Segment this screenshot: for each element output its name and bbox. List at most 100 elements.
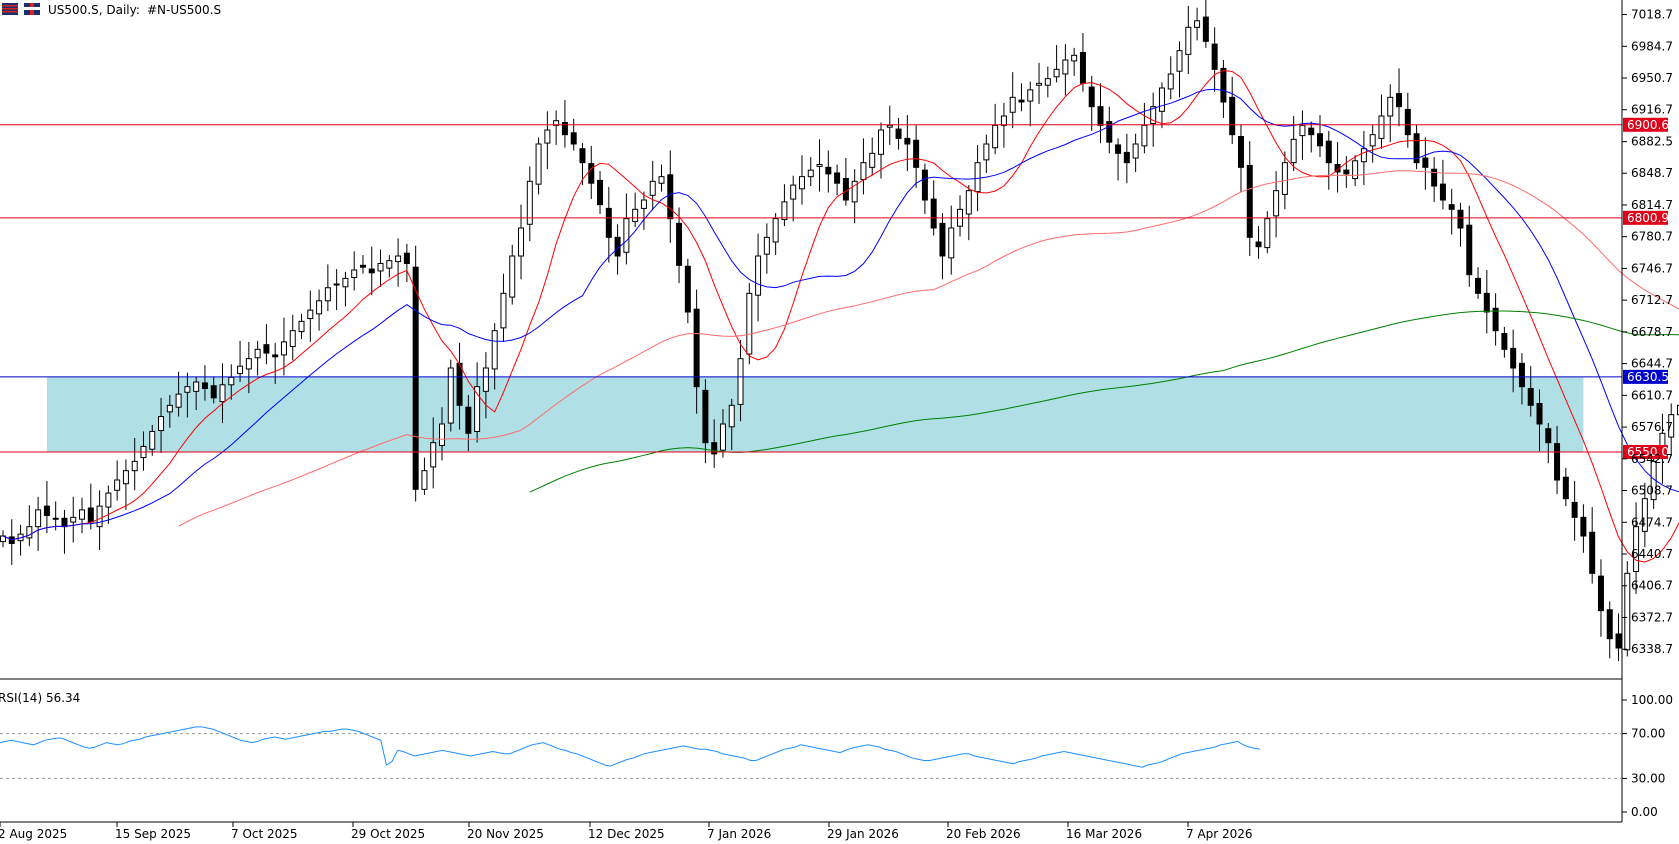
- candle-body: [693, 308, 700, 388]
- candle-body: [263, 344, 270, 354]
- candle-body: [649, 180, 656, 196]
- candle-body: [201, 382, 208, 390]
- rsi-label: RSI(14) 56.34: [0, 691, 80, 705]
- candle-body: [228, 376, 235, 386]
- price-tick-label: 6984.7: [1631, 39, 1673, 53]
- candle-body: [1106, 121, 1113, 143]
- candle-body: [1097, 106, 1104, 126]
- candle-body: [1536, 402, 1543, 425]
- candle-body: [430, 442, 437, 468]
- ma-mid-line: [2, 88, 1679, 541]
- level-tag: [1623, 117, 1668, 132]
- candle-body: [1562, 476, 1569, 500]
- candle-body: [342, 277, 349, 288]
- candle-body: [518, 227, 525, 257]
- candle-body: [1422, 157, 1429, 168]
- price-tick-label: 6746.7: [1631, 261, 1673, 275]
- candle-body: [851, 180, 858, 203]
- price-tick-label: 6712.7: [1631, 293, 1673, 307]
- time-tick-label: 20 Feb 2026: [946, 827, 1021, 841]
- candle-body: [245, 358, 252, 370]
- candle-body: [790, 184, 797, 200]
- candle-body: [1589, 531, 1596, 574]
- candle-body: [1439, 183, 1446, 201]
- candle-body: [1044, 78, 1051, 86]
- candle-body: [1115, 144, 1122, 154]
- candle-body: [825, 166, 832, 175]
- candle-body: [105, 492, 112, 508]
- candle-body: [913, 139, 920, 168]
- candle-body: [1475, 277, 1482, 294]
- candle-body: [1597, 575, 1604, 612]
- candle-body: [772, 218, 779, 243]
- candle-body: [1527, 388, 1534, 406]
- candle-body: [482, 367, 489, 392]
- time-tick-label: 20 Nov 2025: [467, 827, 544, 841]
- level-tag: [1623, 369, 1668, 384]
- rsi-panel[interactable]: [0, 726, 1622, 779]
- price-tick-label: 6338.7: [1631, 642, 1673, 656]
- candle-body: [1132, 143, 1139, 159]
- candle-body: [992, 124, 999, 149]
- candle-body: [1466, 224, 1473, 276]
- price-axis[interactable]: 7018.7 6984.7 6950.7 6916.7 6882.5 6848.7 6814…: [1622, 8, 1673, 657]
- candles-layer: [0, 0, 1679, 662]
- candle-body: [1404, 108, 1411, 136]
- candle-body: [1633, 526, 1640, 572]
- candle-body: [588, 163, 595, 184]
- ma-fast-line: [2, 69, 1679, 563]
- candle-body: [1211, 43, 1218, 70]
- candle-body: [711, 442, 718, 455]
- candle-body: [237, 365, 244, 375]
- candle-body: [1071, 54, 1078, 62]
- candle-body: [254, 348, 261, 359]
- candle-body: [26, 526, 33, 539]
- candle-body: [1343, 169, 1350, 175]
- candle-body: [1615, 633, 1622, 649]
- time-tick-label: 7 Jan 2026: [707, 827, 771, 841]
- support-zone[interactable]: [46, 376, 1584, 452]
- candle-body: [175, 393, 182, 408]
- candle-body: [983, 143, 990, 161]
- horizontal-levels-layer[interactable]: 6900.6 6800.9 6630.5 6550.0: [0, 117, 1669, 459]
- candle-body: [43, 505, 50, 516]
- candle-body: [1317, 133, 1323, 147]
- candle-body: [149, 430, 156, 450]
- candle-body: [1000, 115, 1007, 126]
- candle-body: [632, 208, 639, 222]
- candle-body: [210, 385, 217, 399]
- candle-body: [676, 222, 683, 266]
- candle-body: [447, 367, 454, 424]
- candle-body: [746, 292, 753, 355]
- candle-body: [869, 152, 876, 168]
- candle-body: [1246, 164, 1253, 238]
- candle-body: [965, 190, 972, 215]
- price-tick-label: 6678.7: [1631, 325, 1673, 339]
- candle-body: [158, 416, 165, 432]
- price-panel[interactable]: [0, 0, 1622, 678]
- candle-body: [1036, 82, 1043, 86]
- candle-body: [798, 176, 805, 190]
- candle-body: [1325, 140, 1332, 164]
- candle-body: [359, 264, 366, 268]
- candle-body: [702, 389, 709, 444]
- candle-body: [842, 178, 849, 201]
- time-axis[interactable]: 2 Aug 2025 15 Sep 2025 7 Oct 2025 29 Oct 20…: [0, 822, 1253, 841]
- price-tick-label: 6780.7: [1631, 230, 1673, 244]
- candle-body: [1088, 86, 1095, 108]
- rsi-line[interactable]: [0, 726, 1261, 768]
- candle-body: [535, 143, 542, 185]
- candle-body: [895, 128, 902, 139]
- candle-body: [623, 218, 630, 253]
- candle-body: [1676, 404, 1679, 416]
- candle-body: [526, 180, 533, 225]
- price-tick-label: 6950.7: [1631, 71, 1673, 85]
- level-tag-label: 6550.0: [1627, 445, 1669, 459]
- time-tick-label: 12 Dec 2025: [588, 827, 665, 841]
- candle-body: [1545, 428, 1552, 444]
- candle-body: [395, 255, 402, 263]
- candle-body: [886, 124, 893, 128]
- candle-body: [930, 198, 937, 229]
- candle-body: [544, 129, 551, 144]
